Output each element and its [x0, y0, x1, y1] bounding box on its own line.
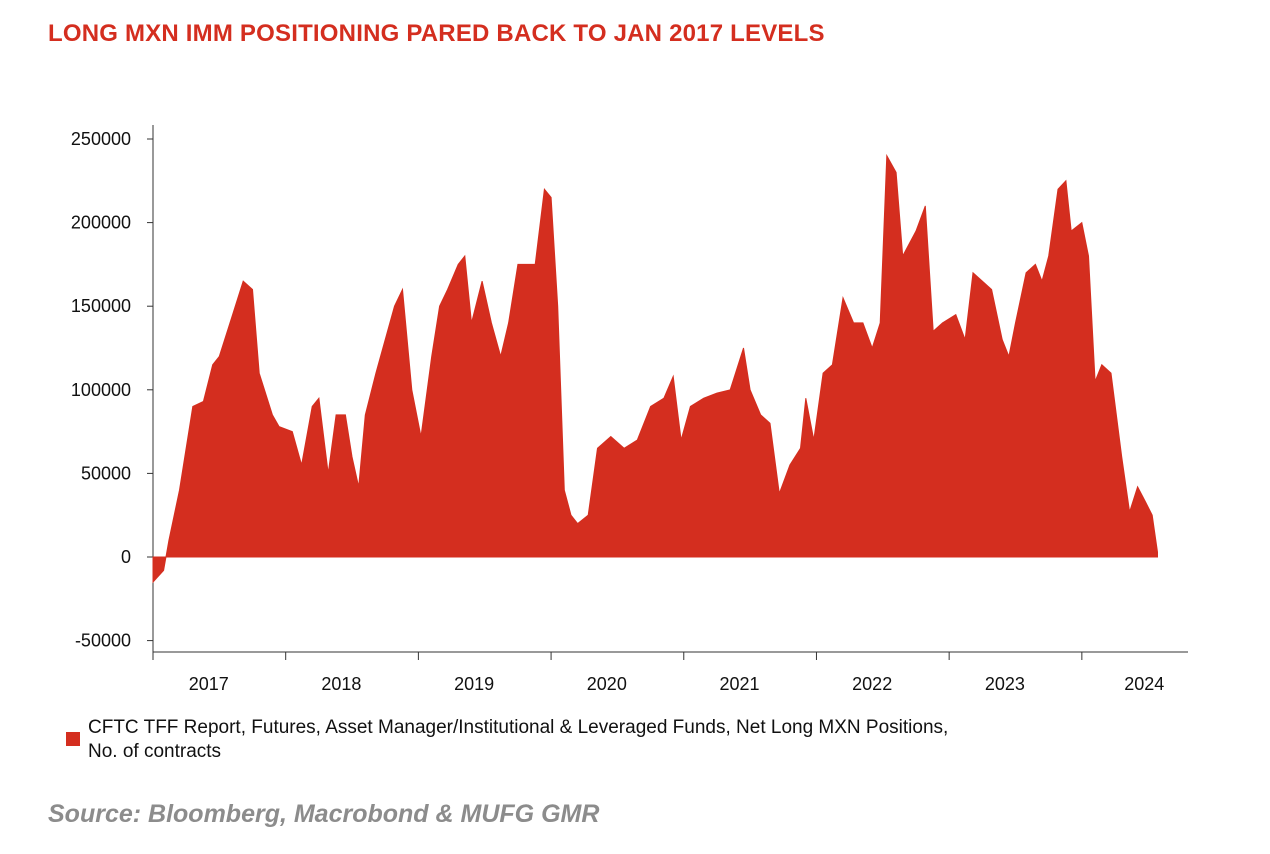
y-tick-label: 100000: [71, 380, 131, 400]
y-tick-label: 0: [121, 547, 131, 567]
x-tick-label: 2024: [1124, 674, 1164, 694]
chart-title: LONG MXN IMM POSITIONING PARED BACK TO J…: [48, 20, 825, 47]
legend-label: CFTC TFF Report, Futures, Asset Manager/…: [88, 716, 948, 764]
x-tick-label: 2018: [321, 674, 361, 694]
x-tick-label: 2022: [852, 674, 892, 694]
legend-swatch: [66, 732, 80, 746]
x-tick-label: 2017: [189, 674, 229, 694]
x-axis: 2017 2018 2019 2020 2021 2022 2023 2024: [152, 651, 1188, 694]
x-tick-label: 2023: [985, 674, 1025, 694]
legend-label-line1: CFTC TFF Report, Futures, Asset Manager/…: [88, 717, 949, 738]
y-tick-label: 200000: [71, 213, 131, 233]
y-tick-label: -50000: [75, 631, 131, 651]
x-tick-label: 2021: [719, 674, 759, 694]
legend-label-line2: No. of contracts: [88, 741, 222, 762]
x-tick-label: 2020: [587, 674, 627, 694]
x-tick-label: 2019: [454, 674, 494, 694]
source-note: Source: Bloomberg, Macrobond & MUFG GMR: [48, 800, 600, 828]
y-tick-label: 250000: [71, 129, 131, 149]
y-tick-label: 50000: [81, 463, 131, 483]
series-area: [152, 153, 1158, 584]
y-axis: -50000 0 50000 100000 150000 200000 250000: [71, 125, 154, 652]
y-tick-label: 150000: [71, 296, 131, 316]
series-area-layer: [152, 153, 1158, 584]
